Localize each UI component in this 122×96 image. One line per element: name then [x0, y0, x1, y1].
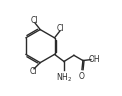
- Text: OH: OH: [89, 55, 100, 64]
- Text: Cl: Cl: [31, 16, 38, 25]
- Text: Cl: Cl: [56, 24, 64, 33]
- Text: NH$_2$: NH$_2$: [56, 72, 72, 84]
- Text: O: O: [79, 72, 85, 81]
- Text: Cl: Cl: [30, 67, 37, 76]
